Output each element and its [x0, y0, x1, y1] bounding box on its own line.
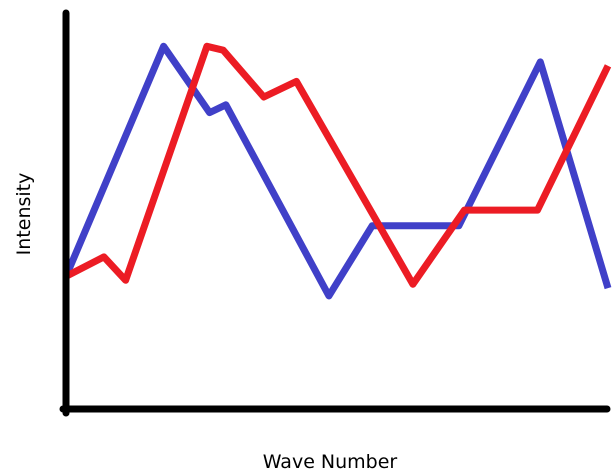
- x-axis-label: Wave Number: [263, 451, 398, 473]
- series-line-1: [62, 42, 612, 300]
- series-layer: [62, 42, 612, 300]
- series-line-2: [64, 42, 612, 288]
- y-axis-label: Intensity: [13, 173, 35, 256]
